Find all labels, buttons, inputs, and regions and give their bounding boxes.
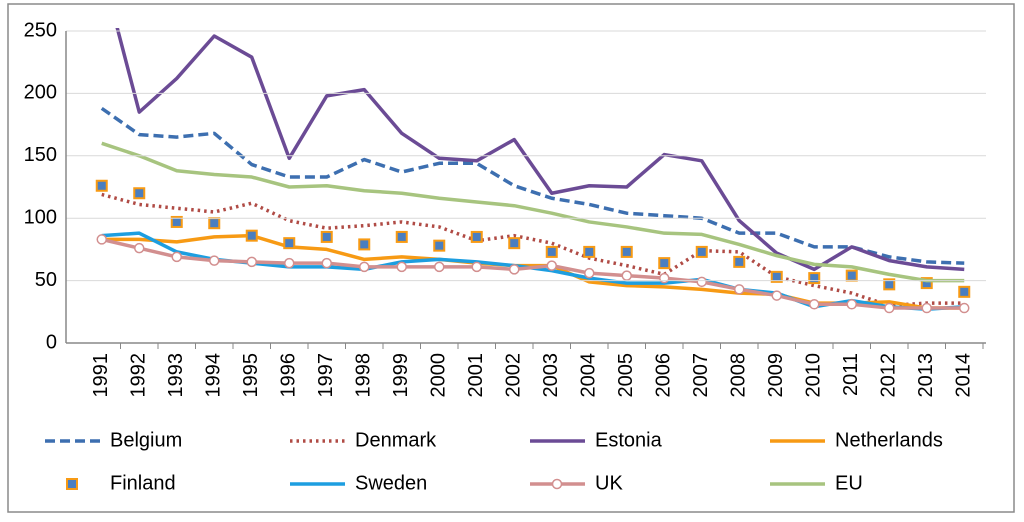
point-marker xyxy=(846,299,857,310)
point-marker xyxy=(96,234,107,245)
point-marker xyxy=(845,269,858,282)
point-marker xyxy=(883,278,896,291)
y-tick-label: 250 xyxy=(24,19,57,41)
x-tick-label: 1994 xyxy=(203,353,225,398)
point-marker xyxy=(771,290,782,301)
x-tick-label: 1991 xyxy=(90,353,112,398)
point-marker xyxy=(921,302,932,314)
point-marker xyxy=(809,299,820,310)
x-tick-label: 2013 xyxy=(915,353,937,398)
legend-label: UK xyxy=(595,472,623,494)
y-tick-label: 100 xyxy=(24,206,57,228)
x-tick-label: 2000 xyxy=(428,353,450,398)
point-marker xyxy=(583,245,596,258)
point-marker xyxy=(734,284,745,295)
point-marker xyxy=(696,276,707,288)
y-tick-label: 150 xyxy=(24,144,57,166)
point-marker xyxy=(95,179,108,192)
point-marker xyxy=(620,245,633,258)
y-tick-label: 50 xyxy=(35,269,57,291)
x-tick-label: 2014 xyxy=(953,353,975,398)
point-marker xyxy=(321,257,332,269)
point-marker xyxy=(208,217,221,230)
series-line xyxy=(101,233,965,310)
plot-area xyxy=(95,28,971,314)
point-marker xyxy=(770,270,783,283)
point-marker xyxy=(733,255,746,268)
x-tick-label: 2007 xyxy=(690,353,712,398)
point-marker xyxy=(284,257,295,269)
x-tick-label: 2006 xyxy=(653,353,675,398)
legend-label: Netherlands xyxy=(835,429,943,451)
point-marker xyxy=(245,229,258,242)
x-tick-label: 1996 xyxy=(278,353,300,398)
x-tick-label: 1993 xyxy=(165,353,187,398)
point-marker xyxy=(508,237,521,250)
point-marker xyxy=(920,277,933,290)
legend-label: Sweden xyxy=(355,472,427,494)
x-tick-label: 2009 xyxy=(765,353,787,398)
legend-label: EU xyxy=(835,472,863,494)
point-marker xyxy=(546,260,557,271)
point-marker xyxy=(209,255,220,266)
x-tick-label: 1999 xyxy=(390,353,412,398)
point-marker xyxy=(509,264,520,275)
series-line xyxy=(100,106,965,265)
x-tick-label: 2005 xyxy=(615,353,637,398)
legend-label: Denmark xyxy=(355,429,437,451)
point-marker xyxy=(659,272,670,284)
point-marker xyxy=(133,187,146,200)
legend-marker xyxy=(66,478,78,490)
point-marker xyxy=(246,256,257,268)
x-tick-label: 1992 xyxy=(128,353,150,398)
legend-label: Finland xyxy=(110,472,176,494)
y-tick-label: 200 xyxy=(24,82,57,104)
point-marker xyxy=(358,238,371,251)
point-marker xyxy=(808,272,821,285)
x-tick-label: 2012 xyxy=(878,353,900,398)
point-marker xyxy=(958,285,971,298)
series-line xyxy=(101,237,965,310)
point-marker xyxy=(584,267,595,279)
point-marker xyxy=(959,302,970,314)
y-tick-label: 0 xyxy=(46,331,57,353)
point-marker xyxy=(471,261,482,273)
x-tick-label: 2010 xyxy=(803,353,825,398)
point-marker xyxy=(396,261,407,273)
point-marker xyxy=(434,261,445,273)
point-marker xyxy=(171,251,182,263)
x-tick-label: 1995 xyxy=(240,353,262,398)
chart-border xyxy=(7,3,1015,513)
point-marker xyxy=(395,230,408,243)
point-marker xyxy=(359,261,370,273)
x-tick-label: 2002 xyxy=(503,353,525,398)
legend-marker xyxy=(551,478,563,490)
series-line xyxy=(101,192,965,308)
point-marker xyxy=(170,215,183,228)
series-line xyxy=(101,231,965,312)
series-line xyxy=(101,141,965,283)
x-tick-label: 1997 xyxy=(315,353,337,398)
point-marker xyxy=(320,230,333,243)
point-marker xyxy=(658,257,671,270)
point-marker xyxy=(283,237,296,250)
point-marker xyxy=(621,270,632,281)
x-tick-label: 2001 xyxy=(465,353,487,398)
x-tick-label: 2011 xyxy=(840,353,862,396)
legend-label: Estonia xyxy=(595,429,663,451)
x-tick-label: 1998 xyxy=(353,353,375,398)
x-tick-label: 2008 xyxy=(728,353,750,398)
point-marker xyxy=(695,245,708,258)
series-line xyxy=(115,28,965,272)
x-tick-label: 2004 xyxy=(578,353,600,398)
point-marker xyxy=(433,239,446,252)
point-marker xyxy=(545,245,558,258)
point-marker xyxy=(884,302,895,314)
legend-label: Belgium xyxy=(110,429,182,451)
point-marker xyxy=(470,230,483,243)
point-marker xyxy=(134,242,145,254)
x-tick-label: 2003 xyxy=(540,353,562,398)
